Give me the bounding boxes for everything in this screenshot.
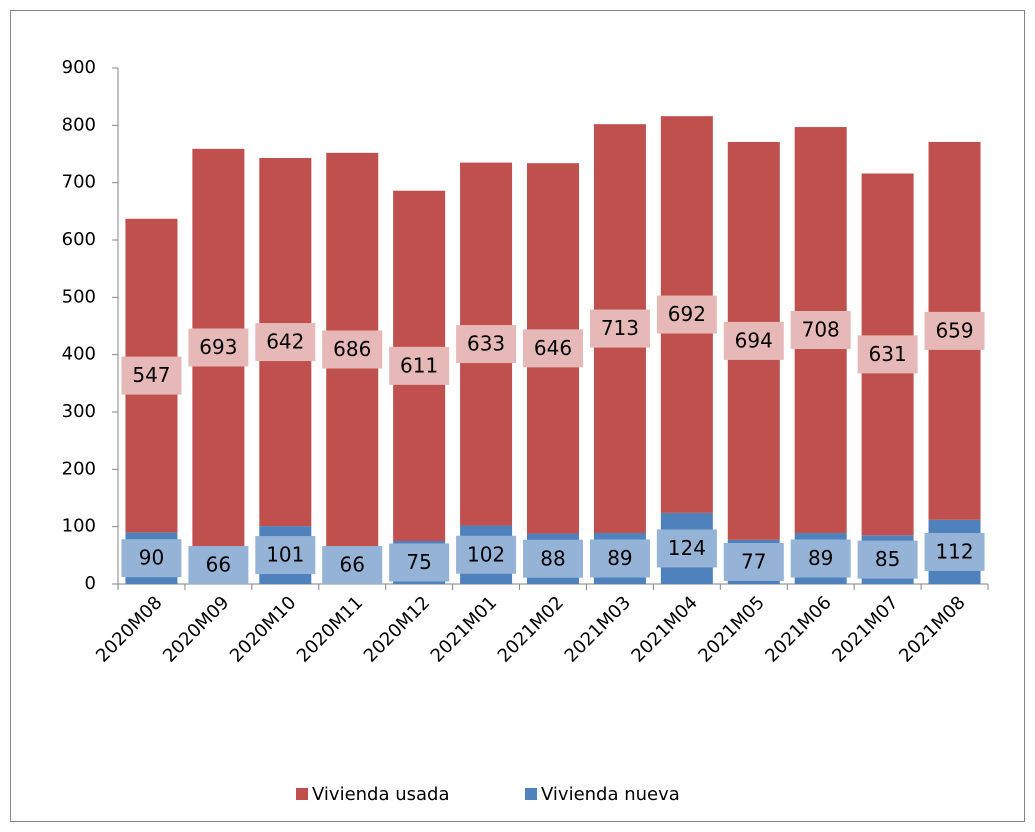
legend-label: Vivienda usada xyxy=(312,784,450,805)
value-label: 713 xyxy=(601,316,639,340)
label-box xyxy=(790,311,851,350)
value-label: 633 xyxy=(467,332,505,356)
y-tick-label: 500 xyxy=(62,286,96,307)
y-tick-label: 600 xyxy=(62,229,96,250)
value-label: 694 xyxy=(735,328,773,352)
label-box xyxy=(121,539,182,578)
value-label: 686 xyxy=(333,337,371,361)
value-label: 708 xyxy=(802,318,840,342)
label-box xyxy=(322,546,383,585)
label-box xyxy=(523,539,583,578)
label-box xyxy=(656,295,717,334)
label-box xyxy=(322,330,383,369)
legend-swatch xyxy=(296,788,308,800)
value-label: 692 xyxy=(668,302,706,326)
label-box xyxy=(456,535,517,574)
value-label: 88 xyxy=(540,546,565,570)
value-label: 642 xyxy=(266,330,304,354)
value-label: 85 xyxy=(875,547,900,571)
value-label: 659 xyxy=(935,318,973,342)
value-label: 90 xyxy=(139,546,164,570)
value-label: 66 xyxy=(206,553,231,577)
chart-frame xyxy=(10,10,1025,822)
y-tick-label: 900 xyxy=(62,57,96,78)
label-box xyxy=(589,539,650,578)
label-box xyxy=(924,311,985,350)
label-box xyxy=(255,536,316,575)
y-tick-label: 300 xyxy=(62,401,96,422)
value-label: 124 xyxy=(668,536,706,560)
value-label: 631 xyxy=(869,342,907,366)
legend-label: Vivienda nueva xyxy=(541,784,680,805)
label-box xyxy=(589,309,650,348)
y-tick-label: 100 xyxy=(62,516,96,537)
y-tick-label: 200 xyxy=(62,458,96,479)
label-box xyxy=(456,325,517,364)
label-box xyxy=(121,356,182,395)
value-label: 547 xyxy=(132,363,170,387)
label-box xyxy=(790,539,851,578)
label-box xyxy=(188,328,249,367)
value-label: 101 xyxy=(266,543,304,567)
label-box xyxy=(924,532,985,571)
value-label: 75 xyxy=(406,550,431,574)
label-box xyxy=(389,543,450,582)
label-box xyxy=(188,546,249,585)
label-box xyxy=(389,346,450,385)
value-label: 112 xyxy=(935,539,973,563)
value-label: 646 xyxy=(534,336,572,360)
y-tick-label: 0 xyxy=(85,573,96,594)
y-tick-label: 400 xyxy=(62,344,96,365)
label-box xyxy=(656,529,717,568)
y-tick-label: 800 xyxy=(62,114,96,135)
label-box xyxy=(723,542,784,581)
value-label: 89 xyxy=(808,546,833,570)
label-box xyxy=(723,321,784,360)
label-box xyxy=(255,323,316,362)
legend-swatch xyxy=(525,788,537,800)
value-label: 89 xyxy=(607,546,632,570)
label-box xyxy=(857,335,918,374)
y-tick-label: 700 xyxy=(62,172,96,193)
label-box xyxy=(523,329,583,368)
value-label: 693 xyxy=(199,335,237,359)
value-label: 66 xyxy=(340,553,365,577)
label-box xyxy=(857,540,918,579)
value-label: 611 xyxy=(400,353,438,377)
value-label: 102 xyxy=(467,542,505,566)
value-label: 77 xyxy=(741,549,766,573)
